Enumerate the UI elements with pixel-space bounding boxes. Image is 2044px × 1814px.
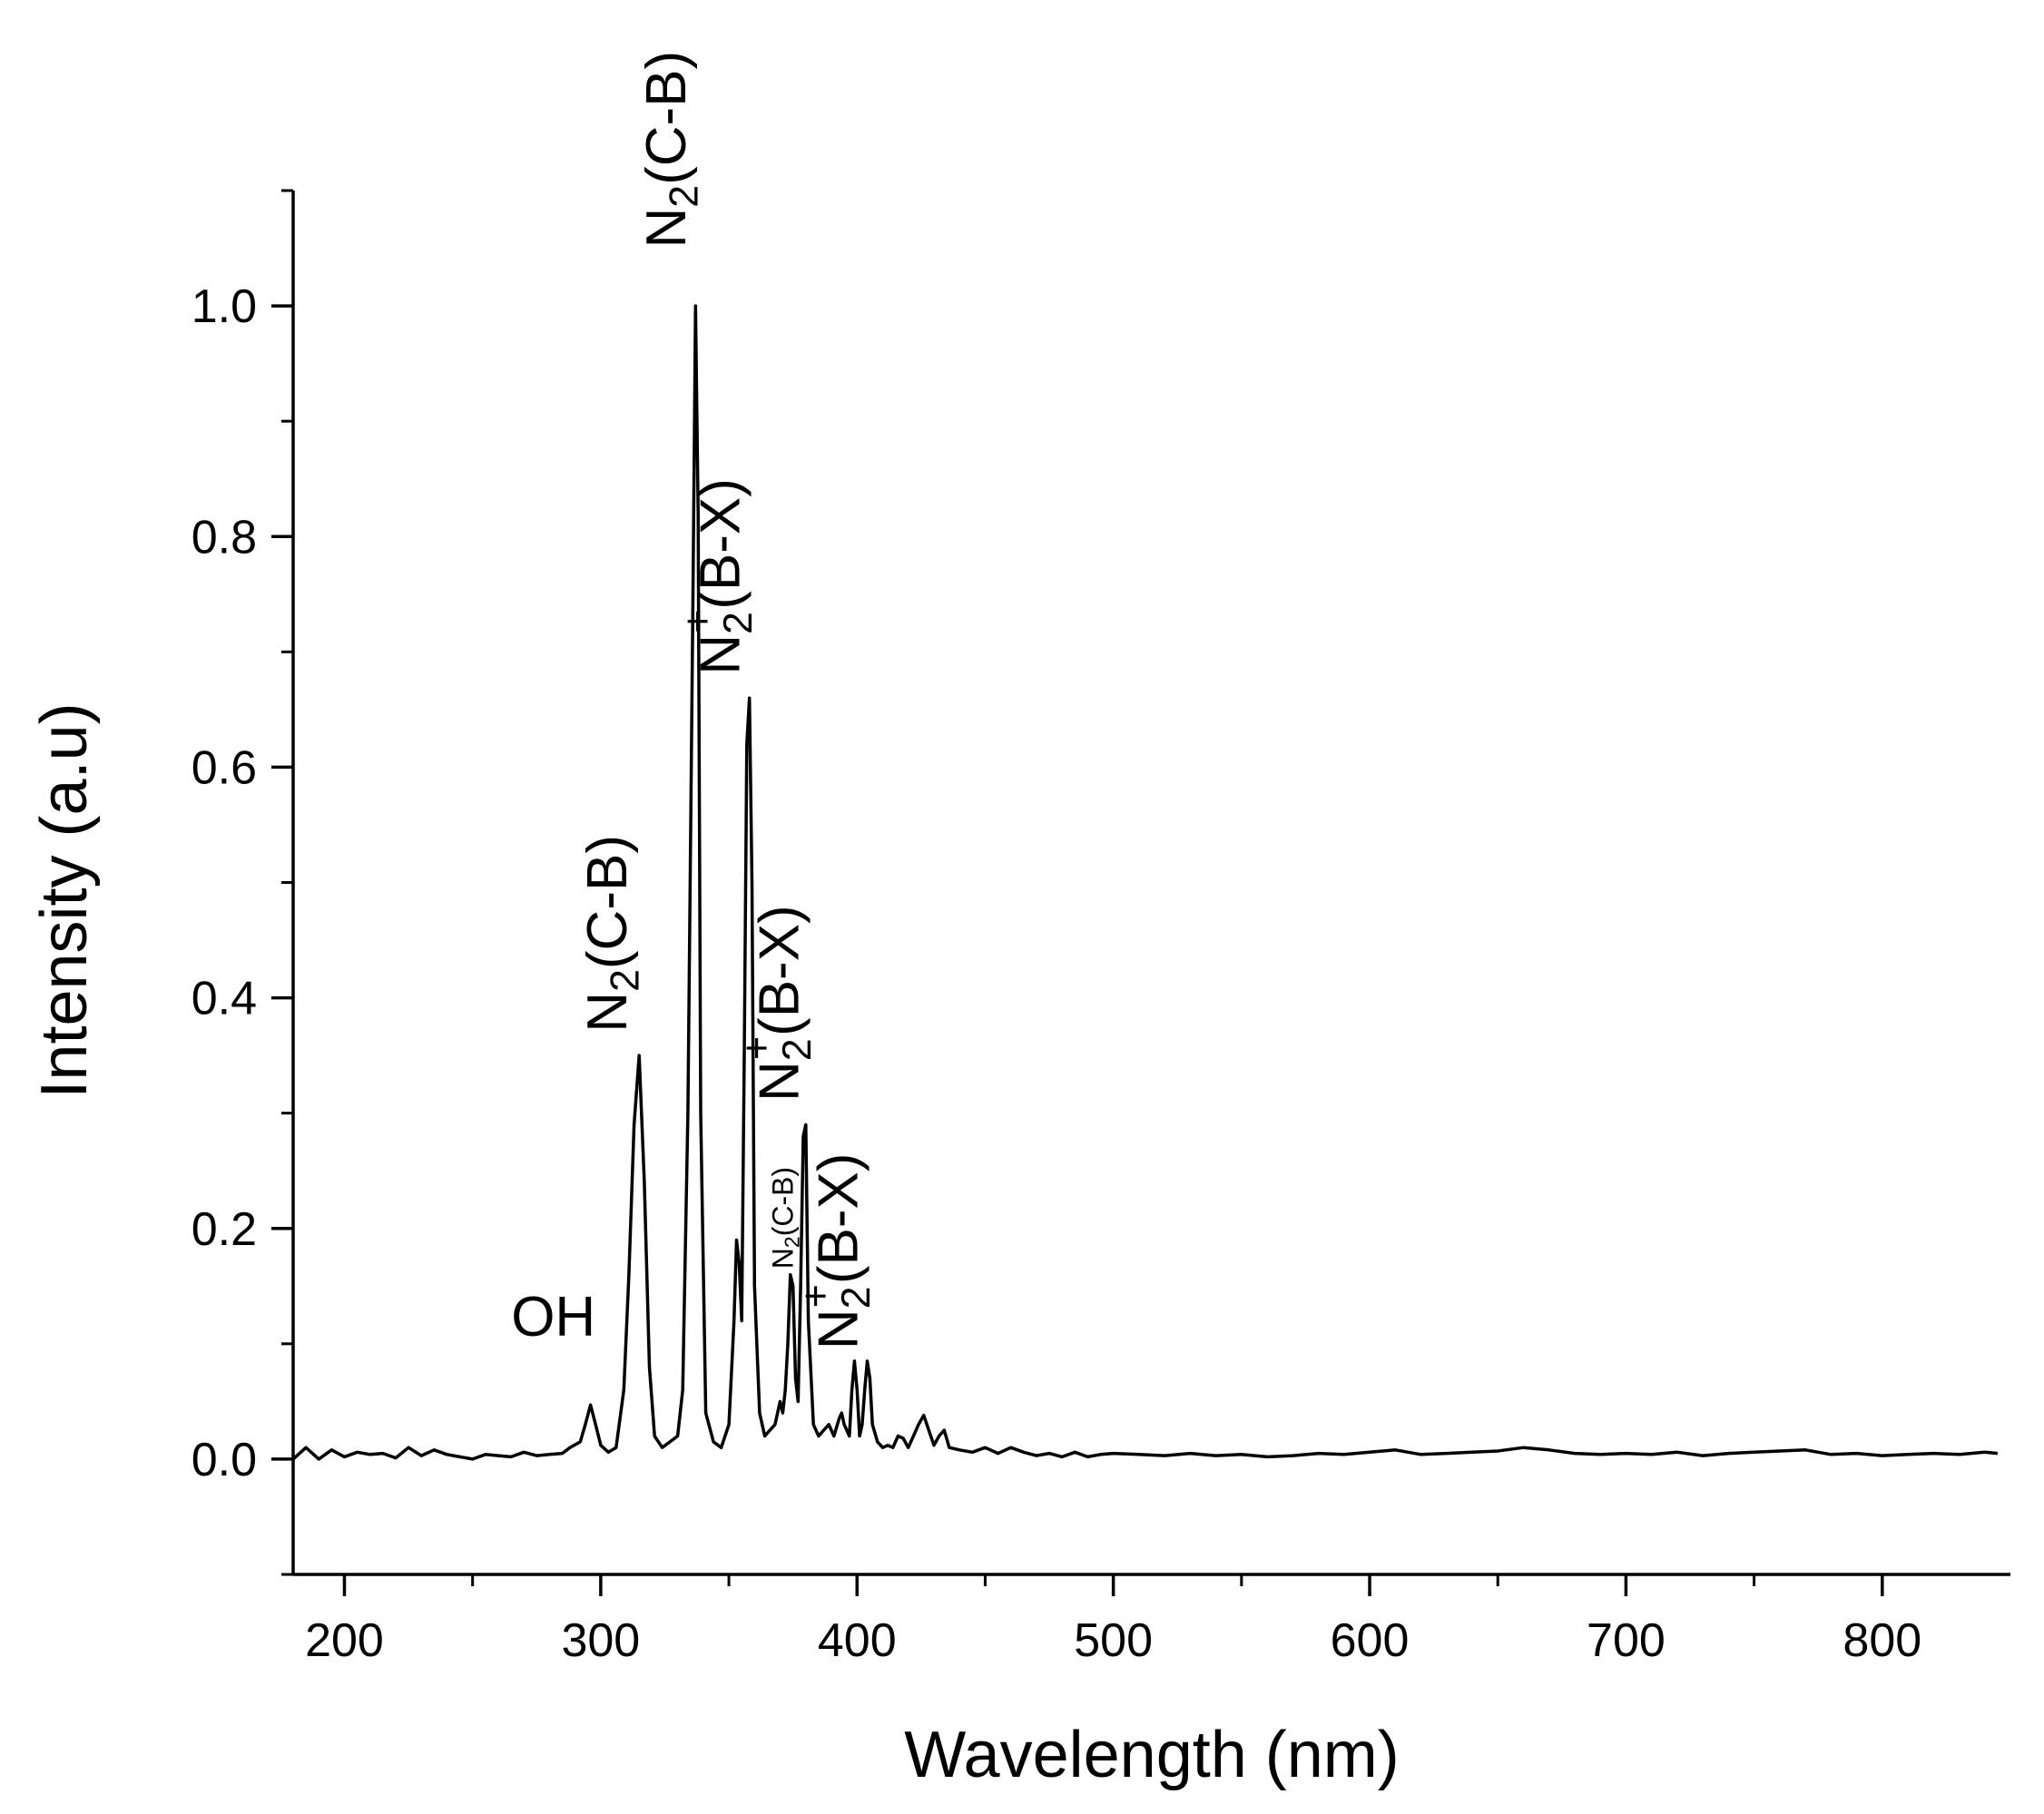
y-axis-title: Intensity (a.u)	[28, 702, 101, 1098]
annotation-text: OH	[511, 1286, 595, 1348]
annotation-text: N2+(B-X)	[793, 1152, 879, 1349]
y-tick-label: 1.0	[192, 280, 257, 333]
annotation-text: N2+(B-X)	[675, 478, 761, 675]
annotation-n2p-bx-380: N2+(B-X)	[734, 905, 820, 1102]
y-tick-label: 0.6	[192, 741, 257, 794]
annotation-oh: OH	[511, 1286, 595, 1348]
x-tick-label: 600	[1331, 1614, 1410, 1667]
annotation-n2-cb-375: N2(C-B)	[767, 1167, 804, 1269]
y-tick-label: 0.0	[192, 1434, 257, 1486]
peak-annotations: OHN2(C-B)N2(C-B)N2+(B-X)N2(C-B)N2+(B-X)N…	[511, 51, 879, 1349]
y-tick-label: 0.2	[192, 1203, 257, 1256]
annotation-n2p-bx-404: N2+(B-X)	[793, 1152, 879, 1349]
annotation-text: N2(C-B)	[767, 1167, 804, 1269]
annotation-n2-cb-315: N2(C-B)	[576, 835, 648, 1033]
x-tick-label: 200	[305, 1614, 384, 1667]
y-tick-label: 0.4	[192, 973, 257, 1025]
annotation-n2-cb-337: N2(C-B)	[635, 51, 707, 249]
x-tick-label: 500	[1074, 1614, 1153, 1667]
annotation-text: N2+(B-X)	[734, 905, 820, 1102]
x-axis-title: Wavelength (nm)	[904, 1719, 1400, 1791]
x-tick-label: 800	[1843, 1614, 1921, 1667]
y-ticks: 0.0 0.2 0.4 0.6 0.8 1.0	[192, 189, 293, 1576]
axes	[291, 191, 2010, 1576]
x-tick-label: 400	[818, 1614, 897, 1667]
y-tick-label: 0.8	[192, 511, 257, 564]
x-tick-label: 300	[561, 1614, 640, 1667]
spectrum-line	[291, 304, 1999, 1461]
annotation-text: N2(C-B)	[576, 835, 648, 1033]
annotation-n2p-bx-357: N2+(B-X)	[675, 478, 761, 675]
x-tick-label: 700	[1587, 1614, 1666, 1667]
annotation-text: N2(C-B)	[635, 51, 707, 249]
x-ticks: 200 300 400 500 600 700 800	[305, 1574, 1921, 1667]
